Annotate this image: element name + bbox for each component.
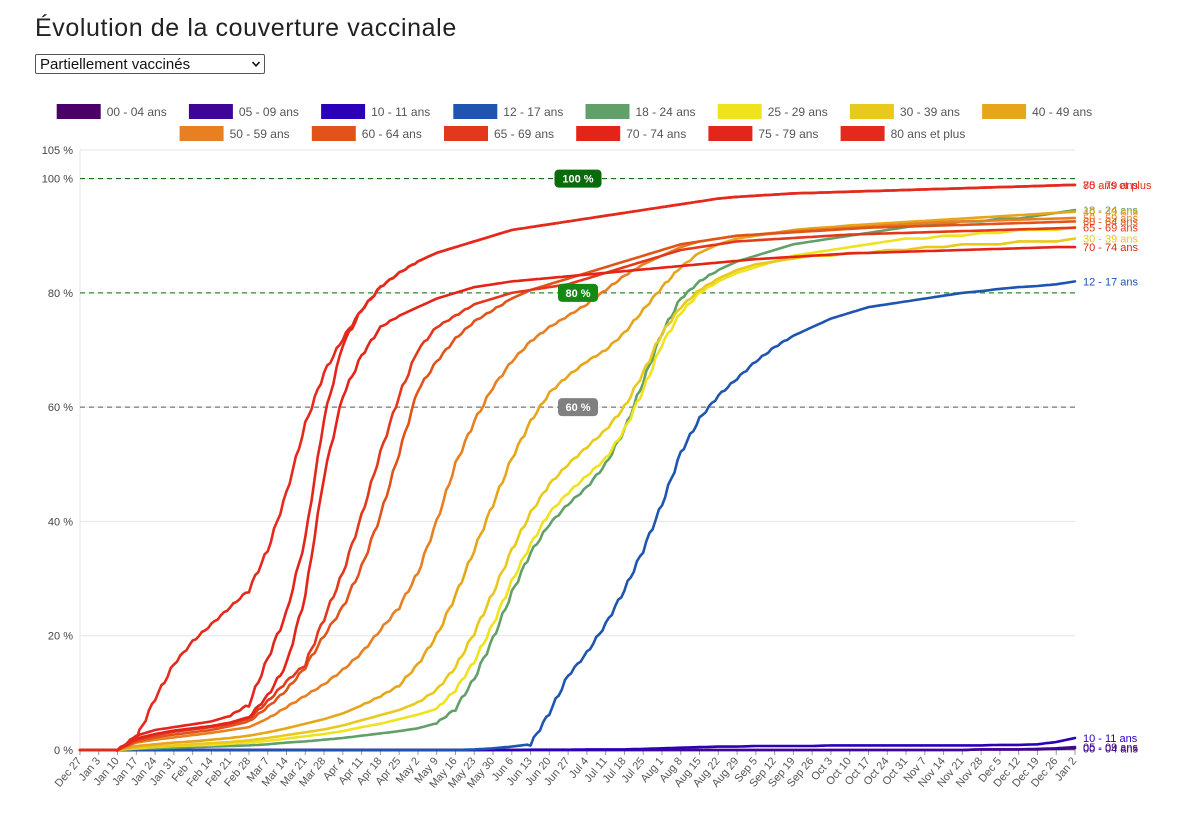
y-tick-label: 40 %	[48, 516, 73, 528]
series-end-label: 60 - 64 ans	[1083, 216, 1139, 228]
series-line	[78, 183, 1077, 752]
y-tick-label: 20 %	[48, 631, 73, 643]
legend-label: 75 - 79 ans	[758, 127, 818, 141]
series-lines	[78, 183, 1077, 752]
series-line	[78, 216, 1077, 752]
legend-label: 00 - 04 ans	[107, 105, 167, 119]
legend-label: 65 - 69 ans	[494, 127, 554, 141]
series-end-label: 00 - 04 ans	[1083, 743, 1139, 755]
legend-swatch	[849, 104, 894, 119]
legend-label: 80 ans et plus	[891, 127, 966, 141]
legend-label: 18 - 24 ans	[636, 105, 696, 119]
series-line	[78, 225, 1077, 752]
series-end-label: 30 - 39 ans	[1083, 234, 1139, 246]
series-end-label: 10 - 11 ans	[1083, 733, 1138, 745]
legend-label: 12 - 17 ans	[503, 105, 563, 119]
x-tick-label: Jan 2	[1053, 755, 1079, 783]
threshold-badge	[554, 169, 602, 188]
series-line	[78, 210, 1077, 752]
chart-legend: 00 - 04 ans 05 - 09 ans 10 - 11 ans 12 - 17…	[56, 104, 1092, 141]
chart-grid	[79, 149, 1075, 750]
legend-label: 70 - 74 ans	[626, 127, 686, 141]
series-end-label: 65 - 69 ans	[1083, 223, 1139, 235]
legend-swatch	[982, 104, 1027, 119]
series-line	[78, 237, 1077, 752]
legend-swatch	[585, 104, 630, 119]
y-tick-label: 0 %	[54, 745, 73, 757]
legend-swatch	[444, 126, 488, 141]
series-end-label: 40 - 49 ans	[1083, 207, 1139, 219]
legend-swatch	[708, 126, 753, 141]
y-tick-label: 105 %	[42, 145, 73, 157]
legend-label: 25 - 29 ans	[768, 105, 828, 119]
y-tick-label: 100 %	[42, 174, 73, 186]
select-value: Partiellement vaccinés	[40, 56, 191, 73]
vaccination-status-select[interactable]: Partiellement vaccinés	[35, 54, 265, 74]
legend-swatch	[321, 104, 366, 119]
series-end-label: 18 - 24 ans	[1083, 205, 1139, 217]
chevron-down-icon	[251, 61, 261, 67]
threshold-badges: 100 % 80 % 60 %	[554, 169, 602, 417]
series-end-label: 75 - 79 ans	[1083, 180, 1139, 192]
threshold-badge	[558, 398, 598, 417]
series-end-label: 50 - 59 ans	[1083, 213, 1139, 225]
threshold-badge-label: 100 %	[562, 174, 593, 186]
y-tick-label: 60 %	[48, 402, 73, 414]
legend-swatch	[840, 126, 885, 141]
legend-swatch	[453, 104, 498, 119]
series-end-label: 80 ans et plus	[1083, 180, 1152, 192]
legend-label: 60 - 64 ans	[362, 127, 422, 141]
series-end-label: 12 - 17 ans	[1083, 276, 1139, 288]
legend-swatch	[179, 126, 224, 141]
legend-label: 05 - 09 ans	[239, 105, 299, 119]
series-line	[78, 226, 1077, 752]
series-end-label: 70 - 74 ans	[1083, 242, 1139, 254]
series-line	[78, 245, 1077, 752]
legend-swatch	[311, 126, 356, 141]
legend-swatch	[188, 104, 233, 119]
legend-label: 40 - 49 ans	[1032, 105, 1092, 119]
page-title: Évolution de la couverture vaccinale	[35, 14, 457, 42]
legend-swatch	[56, 104, 101, 119]
threshold-badge-label: 80 %	[565, 288, 590, 300]
y-axis: 0 % 20 % 40 % 60 % 80 % 100 % 105 %	[42, 145, 73, 757]
series-end-label: 05 - 09 ans	[1083, 742, 1139, 754]
legend-label: 10 - 11 ans	[371, 105, 430, 119]
threshold-badge-label: 60 %	[565, 402, 590, 414]
legend-label: 30 - 39 ans	[900, 105, 960, 119]
series-line	[78, 280, 1077, 752]
threshold-badge	[558, 283, 598, 302]
y-tick-label: 80 %	[48, 288, 73, 300]
legend-swatch	[576, 126, 621, 141]
legend-swatch	[717, 104, 762, 119]
legend-label: 50 - 59 ans	[230, 127, 290, 141]
